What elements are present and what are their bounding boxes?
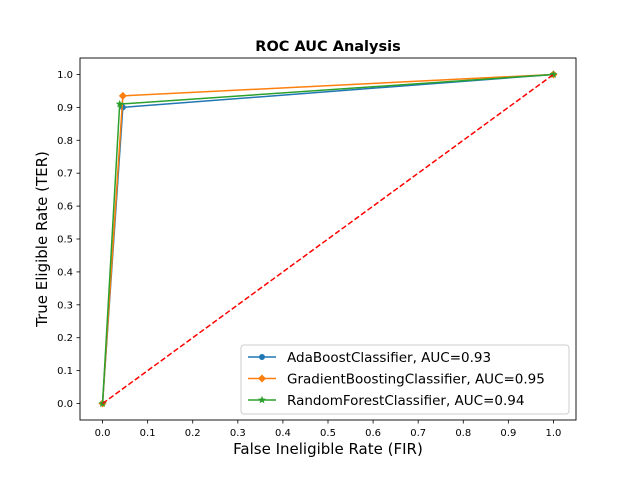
y-tick-label: 0.5 xyxy=(57,235,73,246)
legend-marker-0 xyxy=(259,354,265,360)
chart-title: ROC AUC Analysis xyxy=(255,39,400,55)
reference-diagonal-line xyxy=(102,73,554,405)
y-tick-label: 0.6 xyxy=(57,202,73,213)
y-tick-label: 1.0 xyxy=(57,70,73,81)
legend-box xyxy=(240,344,570,415)
legend-marker-2 xyxy=(258,395,266,404)
x-tick-label: 0.4 xyxy=(275,428,291,439)
axis-ticks: 0.0 0.1 0.2 0.3 0.4 0.5 0.6 0.7 0.8 0.9 1.0 0.0 0.1 0… xyxy=(57,70,561,439)
series-1-point xyxy=(118,91,127,100)
y-tick-label: 0.9 xyxy=(57,103,73,114)
x-tick-label: 0.7 xyxy=(410,428,426,439)
y-tick-label: 0.3 xyxy=(57,300,73,311)
plot-frame xyxy=(79,57,577,421)
x-tick-label: 0.9 xyxy=(500,428,516,439)
y-tick-label: 0.0 xyxy=(57,399,73,410)
y-tick-label: 0.4 xyxy=(57,267,73,278)
series-2-point xyxy=(549,70,558,78)
y-tick-label: 0.2 xyxy=(57,333,73,344)
x-tick-label: 0.8 xyxy=(455,428,471,439)
series-2-point xyxy=(115,99,124,108)
legend-label-1: GradientBoostingClassifier, AUC=0.95 xyxy=(287,372,545,388)
x-tick-label: 0.0 xyxy=(95,428,111,439)
x-tick-label: 0.6 xyxy=(365,428,381,439)
legend-label-0: AdaBoostClassifier, AUC=0.93 xyxy=(287,350,491,366)
x-tick-label: 0.1 xyxy=(140,428,156,439)
plot-content xyxy=(98,70,558,408)
y-axis-label: True Eligible Rate (TER) xyxy=(33,151,51,328)
legend: AdaBoostClassifier, AUC=0.93 GradientBoos… xyxy=(240,344,570,415)
x-tick-label: 0.5 xyxy=(320,428,336,439)
x-tick-label: 0.2 xyxy=(185,428,201,439)
y-tick-label: 0.7 xyxy=(57,169,73,180)
y-tick-label: 0.1 xyxy=(57,366,73,377)
x-tick-label: 0.3 xyxy=(230,428,246,439)
legend-label-2: RandomForestClassifier, AUC=0.94 xyxy=(287,393,524,409)
x-axis-label: False Ineligible Rate (FIR) xyxy=(233,440,423,458)
x-tick-label: 1.0 xyxy=(546,428,562,439)
legend-marker-1 xyxy=(258,374,266,383)
y-tick-label: 0.8 xyxy=(57,136,73,147)
